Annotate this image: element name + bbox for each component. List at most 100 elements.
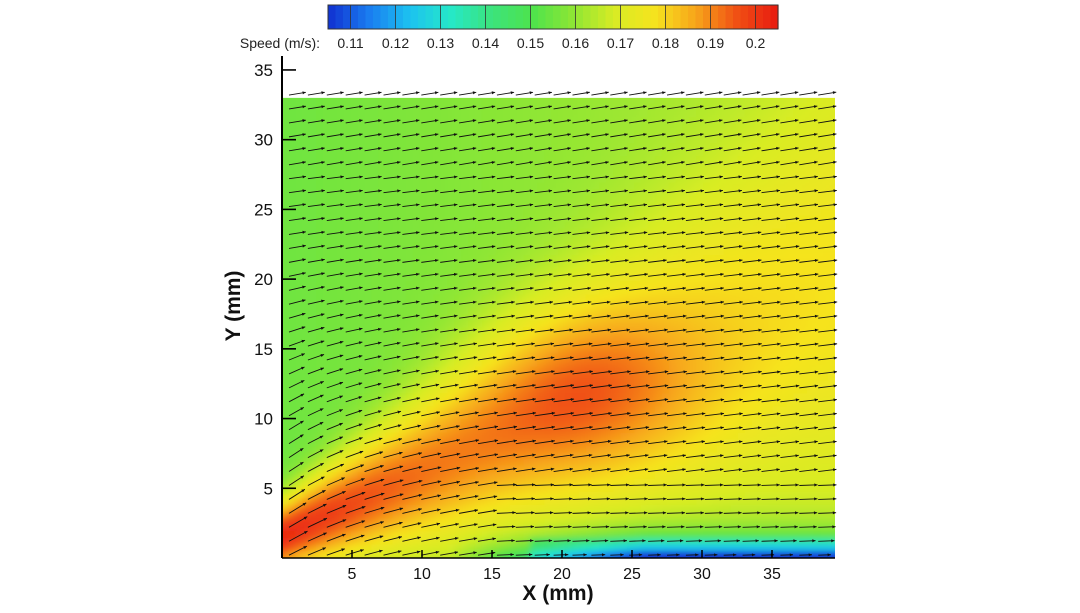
velocity-vector <box>799 91 817 95</box>
colorbar-swatch <box>741 5 749 29</box>
colorbar-swatch <box>598 5 606 29</box>
colorbar-swatch <box>418 5 426 29</box>
colorbar-tick-label: 0.16 <box>562 35 589 51</box>
colorbar-tick-label: 0.11 <box>337 35 363 51</box>
colorbar-swatch <box>718 5 726 29</box>
colorbar-label: Speed (m/s): <box>240 35 320 51</box>
colorbar-swatch <box>486 5 494 29</box>
colorbar-swatch <box>681 5 689 29</box>
colorbar-swatch <box>643 5 651 29</box>
colorbar-tick-label: 0.15 <box>517 35 544 51</box>
colorbar-swatch <box>343 5 351 29</box>
velocity-vector <box>497 91 514 95</box>
velocity-vector <box>308 91 325 95</box>
x-axis-label: X (mm) <box>522 582 593 605</box>
velocity-vector <box>384 91 401 95</box>
velocity-vector <box>289 91 306 95</box>
velocity-vector <box>724 91 742 95</box>
velocity-vector <box>478 91 495 95</box>
colorbar-swatch <box>508 5 516 29</box>
colorbar: Speed (m/s): 0.11 0.12 0.13 0.14 0.15 0.16 0.1… <box>240 5 779 51</box>
colorbar-swatch <box>726 5 734 29</box>
colorbar-swatch <box>666 5 674 29</box>
velocity-vector <box>743 91 761 95</box>
colorbar-swatch <box>441 5 449 29</box>
colorbar-swatch <box>538 5 546 29</box>
colorbar-swatch <box>433 5 441 29</box>
colorbar-swatch <box>583 5 591 29</box>
colorbar-tick-label: 0.17 <box>607 35 634 51</box>
y-tick-label: 5 <box>264 479 273 498</box>
velocity-vector <box>402 91 419 95</box>
y-tick-label: 15 <box>254 340 273 359</box>
colorbar-swatch <box>771 5 779 29</box>
colorbar-tick-label: 0.14 <box>472 35 499 51</box>
colorbar-swatch <box>463 5 471 29</box>
y-tick-label: 10 <box>254 410 273 429</box>
velocity-vector <box>780 91 798 95</box>
colorbar-swatch <box>628 5 636 29</box>
colorbar-swatch <box>606 5 614 29</box>
colorbar-swatch <box>366 5 374 29</box>
colorbar-swatch <box>621 5 629 29</box>
colorbar-swatch <box>636 5 644 29</box>
colorbar-swatch <box>471 5 479 29</box>
y-tick-label: 25 <box>254 200 273 219</box>
colorbar-swatch <box>696 5 704 29</box>
colorbar-swatch <box>358 5 366 29</box>
colorbar-swatch <box>733 5 741 29</box>
colorbar-swatch <box>568 5 576 29</box>
colorbar-swatch <box>553 5 561 29</box>
colorbar-swatch <box>448 5 456 29</box>
velocity-vector <box>610 91 627 95</box>
colorbar-swatch <box>748 5 756 29</box>
velocity-vector <box>573 91 590 95</box>
y-axis-label: Y (mm) <box>222 271 245 342</box>
colorbar-swatch <box>658 5 666 29</box>
colorbar-tick-label: 0.12 <box>382 35 409 51</box>
velocity-vector <box>516 91 533 95</box>
colorbar-swatch <box>561 5 569 29</box>
colorbar-swatch <box>403 5 411 29</box>
colorbar-swatch <box>493 5 501 29</box>
velocity-vector <box>629 91 646 95</box>
velocity-vector <box>648 91 665 95</box>
colorbar-swatch <box>763 5 771 29</box>
colorbar-swatch <box>381 5 389 29</box>
colorbar-swatch <box>456 5 464 29</box>
velocity-vector <box>591 91 608 95</box>
colorbar-tick-label: 0.13 <box>427 35 454 51</box>
x-tick-label: 15 <box>483 566 501 583</box>
velocity-vector <box>346 91 363 95</box>
colorbar-swatch <box>673 5 681 29</box>
colorbar-tick-label: 0.2 <box>746 35 766 51</box>
velocity-vector <box>818 91 836 95</box>
colorbar-swatch <box>426 5 434 29</box>
velocity-vector <box>459 91 476 95</box>
colorbar-swatch <box>651 5 659 29</box>
velocity-vector <box>554 91 571 95</box>
velocity-vector <box>686 91 704 95</box>
colorbar-swatch <box>531 5 539 29</box>
colorbar-swatch <box>576 5 584 29</box>
colorbar-swatch <box>478 5 486 29</box>
colorbar-swatch <box>523 5 531 29</box>
y-tick-label: 30 <box>254 131 273 150</box>
velocity-vector <box>327 91 344 95</box>
colorbar-swatch <box>516 5 524 29</box>
velocity-vector <box>535 91 552 95</box>
velocity-vector <box>762 91 780 95</box>
colorbar-swatch <box>396 5 404 29</box>
x-tick-label: 5 <box>348 566 357 583</box>
y-tick-label: 35 <box>254 61 273 80</box>
x-tick-label: 25 <box>623 566 641 583</box>
colorbar-swatch <box>411 5 419 29</box>
colorbar-swatch <box>328 5 336 29</box>
colorbar-swatch <box>546 5 554 29</box>
colorbar-swatch <box>613 5 621 29</box>
colorbar-swatch <box>756 5 764 29</box>
velocity-vector <box>365 91 382 95</box>
y-tick-label: 20 <box>254 270 273 289</box>
